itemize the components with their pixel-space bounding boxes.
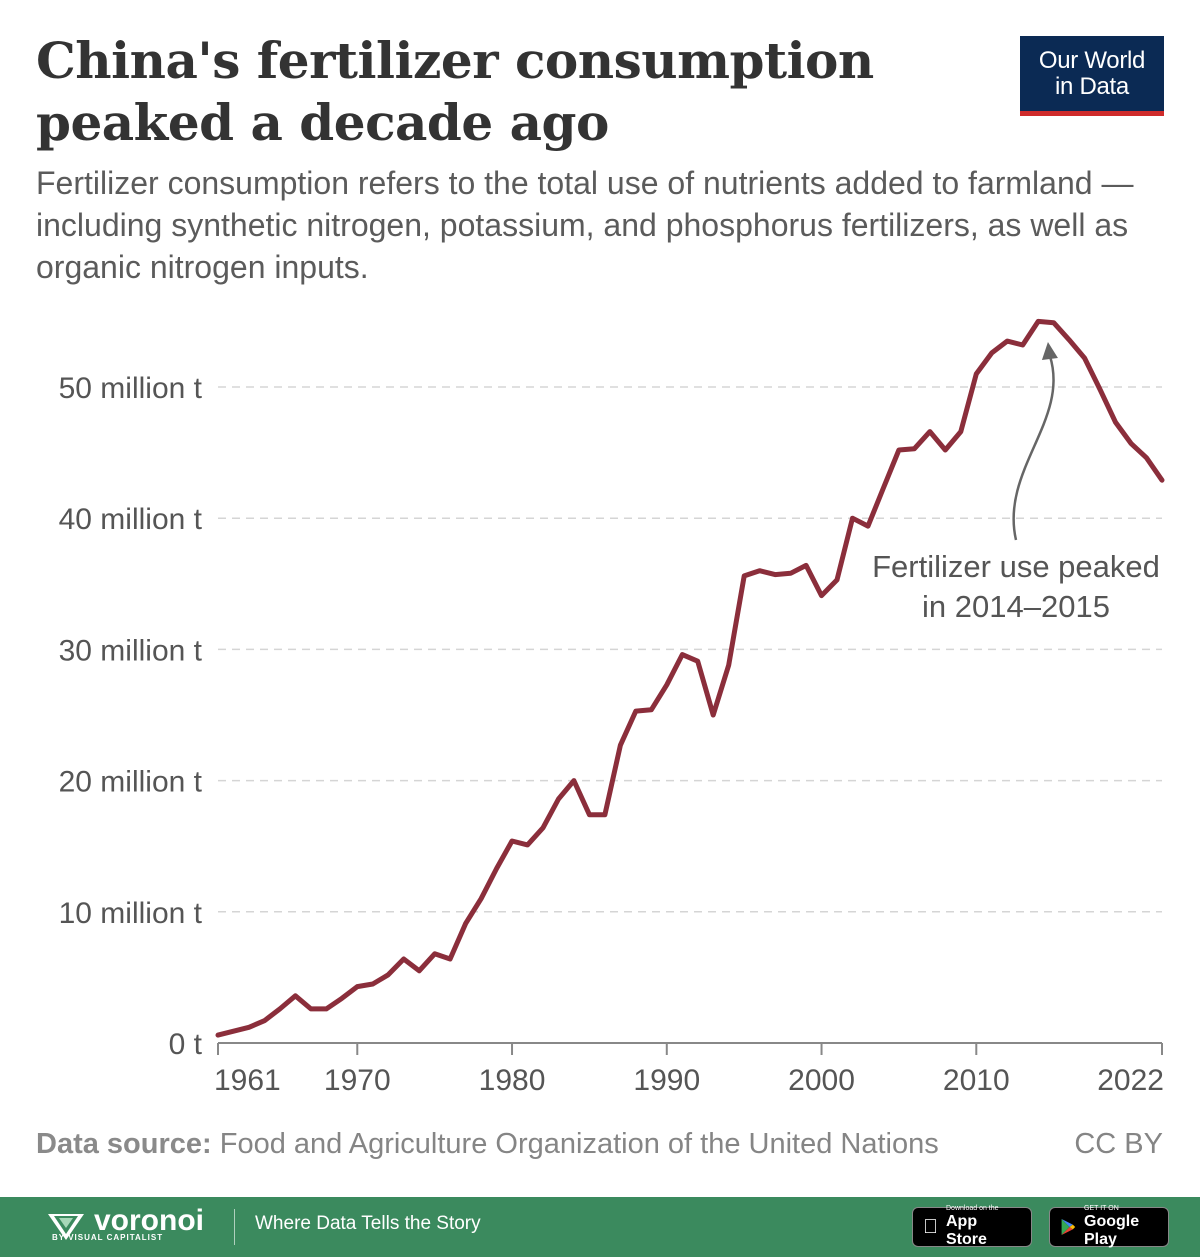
license-label[interactable]: CC BY xyxy=(1074,1128,1163,1160)
google-play-big: Google Play xyxy=(1084,1213,1140,1248)
data-source-label: Data source: xyxy=(36,1128,212,1160)
y-tick-label: 0 t xyxy=(169,1028,203,1061)
y-tick-label: 10 million t xyxy=(59,897,203,930)
voronoi-logo-icon xyxy=(48,1214,84,1240)
x-axis: 1961 1970 1980 1990 2000 2010 2022 xyxy=(214,1042,1164,1097)
data-source: Data source: Food and Agriculture Organi… xyxy=(36,1128,939,1161)
x-tick-label: 1980 xyxy=(479,1064,546,1097)
y-axis-ticks: 0 t 10 million t 20 million t 30 million t 4… xyxy=(59,372,203,1061)
footer-bar: voronoi BY VISUAL CAPITALIST Where Data … xyxy=(0,1197,1200,1257)
logo-line-2: in Data xyxy=(1055,72,1129,100)
owid-logo[interactable]: Our World in Data xyxy=(1020,36,1164,116)
tagline: Where Data Tells the Story xyxy=(255,1213,481,1234)
x-tick-label: 1970 xyxy=(324,1064,391,1097)
annotation: Fertilizer use peaked in 2014–2015 xyxy=(872,341,1160,624)
logo-line-1: Our World xyxy=(1038,46,1146,74)
app-store-small: Download on the xyxy=(946,1205,1021,1213)
y-tick-label: 30 million t xyxy=(59,634,203,667)
google-play-small: GET IT ON xyxy=(1084,1205,1119,1212)
brand-name: voronoi xyxy=(94,1204,204,1237)
voronoi-brand[interactable]: voronoi xyxy=(46,1203,204,1251)
annotation-arrowhead xyxy=(1041,341,1058,360)
chart-subtitle: Fertilizer consumption refers to the tot… xyxy=(36,165,1134,285)
series-group xyxy=(215,318,1165,1038)
x-tick-label: 2010 xyxy=(943,1064,1010,1097)
google-play-button[interactable]: GET IT ON Google Play xyxy=(1049,1205,1169,1248)
y-tick-label: 20 million t xyxy=(59,766,203,799)
series-line xyxy=(215,318,1165,1038)
annotation-line-2: in 2014–2015 xyxy=(922,589,1110,624)
grid-lines xyxy=(218,386,1162,913)
y-tick-label: 50 million t xyxy=(59,372,203,405)
annotation-line-1: Fertilizer use peaked xyxy=(872,549,1160,584)
annotation-arrow xyxy=(1012,355,1055,541)
x-tick-label: 2022 xyxy=(1097,1064,1164,1097)
google-play-icon xyxy=(1061,1219,1076,1235)
x-tick-label: 1990 xyxy=(633,1064,700,1097)
app-store-button[interactable]:  Download on the App Store xyxy=(912,1205,1032,1248)
apple-icon:  xyxy=(923,1217,938,1237)
brand-subtitle: BY VISUAL CAPITALIST xyxy=(52,1233,164,1242)
y-tick-label: 40 million t xyxy=(59,503,203,536)
x-tick-label: 1961 xyxy=(214,1064,281,1097)
chart-title: China's fertilizer consumption peaked a … xyxy=(36,31,874,152)
data-source-text: Food and Agriculture Organization of the… xyxy=(219,1128,939,1160)
x-tick-label: 2000 xyxy=(788,1064,855,1097)
app-store-big: App Store xyxy=(931,1213,1008,1248)
line-chart: 0 t 10 million t 20 million t 30 million t 4… xyxy=(59,318,1165,1097)
footer-divider xyxy=(234,1209,235,1245)
